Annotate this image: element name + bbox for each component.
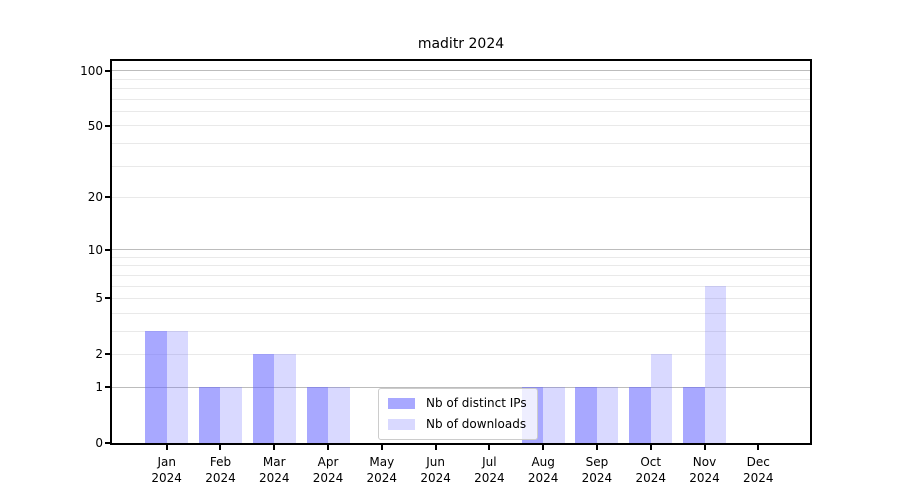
- x-tick-oct: [649, 445, 652, 450]
- x-tick-label-mar: Mar 2024: [258, 455, 290, 485]
- x-tick-label-apr: Apr 2024: [312, 455, 344, 485]
- y-tick-20: [105, 196, 110, 199]
- x-tick-feb: [219, 445, 222, 450]
- x-tick-mar: [273, 445, 276, 450]
- bar-downloads-jan: [166, 331, 189, 443]
- bar-distinct-ips-jan: [145, 331, 167, 443]
- y-tick-label-1: 1: [95, 380, 103, 395]
- x-tick-dec: [757, 445, 760, 450]
- y-tick-label-10: 10: [87, 242, 103, 257]
- x-tick-jun: [434, 445, 437, 450]
- bar-downloads-feb: [220, 387, 242, 443]
- y-tick-label-20: 20: [87, 190, 103, 205]
- minor-gridline-4: [112, 312, 810, 314]
- legend-item-downloads: Nb of downloads: [388, 415, 527, 433]
- x-tick-jan: [165, 445, 168, 450]
- y-tick-0: [105, 442, 110, 444]
- x-tick-label-sep: Sep 2024: [581, 455, 613, 485]
- y-tick-label-0: 0: [95, 436, 103, 450]
- x-tick-label-nov: Nov 2024: [689, 455, 720, 485]
- minor-gridline-2: [112, 353, 810, 355]
- x-tick-aug: [542, 445, 545, 450]
- minor-gridline-40: [112, 142, 810, 144]
- minor-gridline-70: [112, 98, 810, 100]
- legend-swatch-distinct-ips: [388, 397, 415, 409]
- y-tick-label-5: 5: [95, 291, 103, 306]
- minor-gridline-60: [112, 110, 810, 112]
- y-tick-label-50: 50: [87, 118, 103, 133]
- minor-gridline-80: [112, 88, 810, 90]
- y-tick-10: [105, 248, 110, 251]
- bar-distinct-ips-nov: [683, 387, 705, 443]
- major-gridline-10: [112, 249, 810, 251]
- bar-downloads-sep: [596, 387, 619, 443]
- legend: Nb of distinct IPs Nb of downloads: [378, 388, 538, 440]
- y-tick-100: [105, 69, 110, 72]
- x-tick-label-jun: Jun 2024: [420, 455, 451, 485]
- major-gridline-1: [112, 386, 810, 388]
- minor-gridline-3: [112, 330, 810, 332]
- bar-distinct-ips-oct: [629, 387, 651, 443]
- minor-gridline-6: [112, 285, 810, 287]
- x-tick-may: [380, 445, 383, 450]
- bar-distinct-ips-feb: [198, 387, 221, 443]
- legend-label-downloads: Nb of downloads: [426, 417, 527, 431]
- legend-swatch-downloads: [388, 418, 415, 430]
- x-tick-label-jul: Jul 2024: [474, 455, 505, 485]
- minor-gridline-30: [112, 165, 810, 167]
- minor-gridline-8: [112, 265, 810, 267]
- y-tick-1: [105, 386, 110, 389]
- bar-distinct-ips-mar: [252, 354, 275, 443]
- plot-frame: [110, 59, 812, 445]
- bar-downloads-nov: [704, 286, 726, 443]
- minor-gridline-7: [112, 274, 810, 276]
- x-tick-label-may: May 2024: [366, 455, 398, 485]
- major-gridline-100: [112, 70, 810, 72]
- y-tick-2: [105, 353, 110, 356]
- x-tick-label-aug: Aug 2024: [527, 455, 559, 485]
- y-tick-label-2: 2: [95, 347, 103, 362]
- bar-distinct-ips-sep: [575, 387, 597, 443]
- legend-item-distinct-ips: Nb of distinct IPs: [388, 394, 527, 412]
- x-tick-label-oct: Oct 2024: [635, 455, 666, 485]
- minor-gridline-90: [112, 78, 810, 80]
- x-tick-label-feb: Feb 2024: [205, 455, 236, 485]
- x-tick-jul: [488, 445, 491, 450]
- minor-gridline-50: [112, 125, 810, 127]
- x-tick-label-jan: Jan 2024: [151, 455, 182, 485]
- bar-downloads-aug: [543, 387, 565, 443]
- x-tick-apr: [327, 445, 330, 450]
- plot-area: Jan 2024 Feb 2024 Mar 2024 Apr 2024 May 2024 Jun 20…: [80, 61, 810, 485]
- minor-gridline-20: [112, 196, 810, 198]
- x-tick-sep: [595, 445, 598, 450]
- chart-title: maditr 2024: [417, 36, 505, 52]
- minor-gridline-5: [112, 297, 810, 299]
- x-tick-label-dec: Dec 2024: [742, 455, 774, 485]
- bar-downloads-oct: [650, 354, 673, 443]
- bar-distinct-ips-apr: [306, 387, 329, 443]
- legend-label-distinct-ips: Nb of distinct IPs: [426, 396, 527, 410]
- y-tick-50: [105, 124, 110, 127]
- y-tick-label-100: 100: [80, 63, 103, 78]
- y-tick-5: [105, 297, 110, 300]
- bar-downloads-mar: [274, 354, 296, 443]
- bar-downloads-apr: [328, 387, 350, 443]
- x-tick-nov: [703, 445, 706, 450]
- minor-gridline-9: [112, 256, 810, 258]
